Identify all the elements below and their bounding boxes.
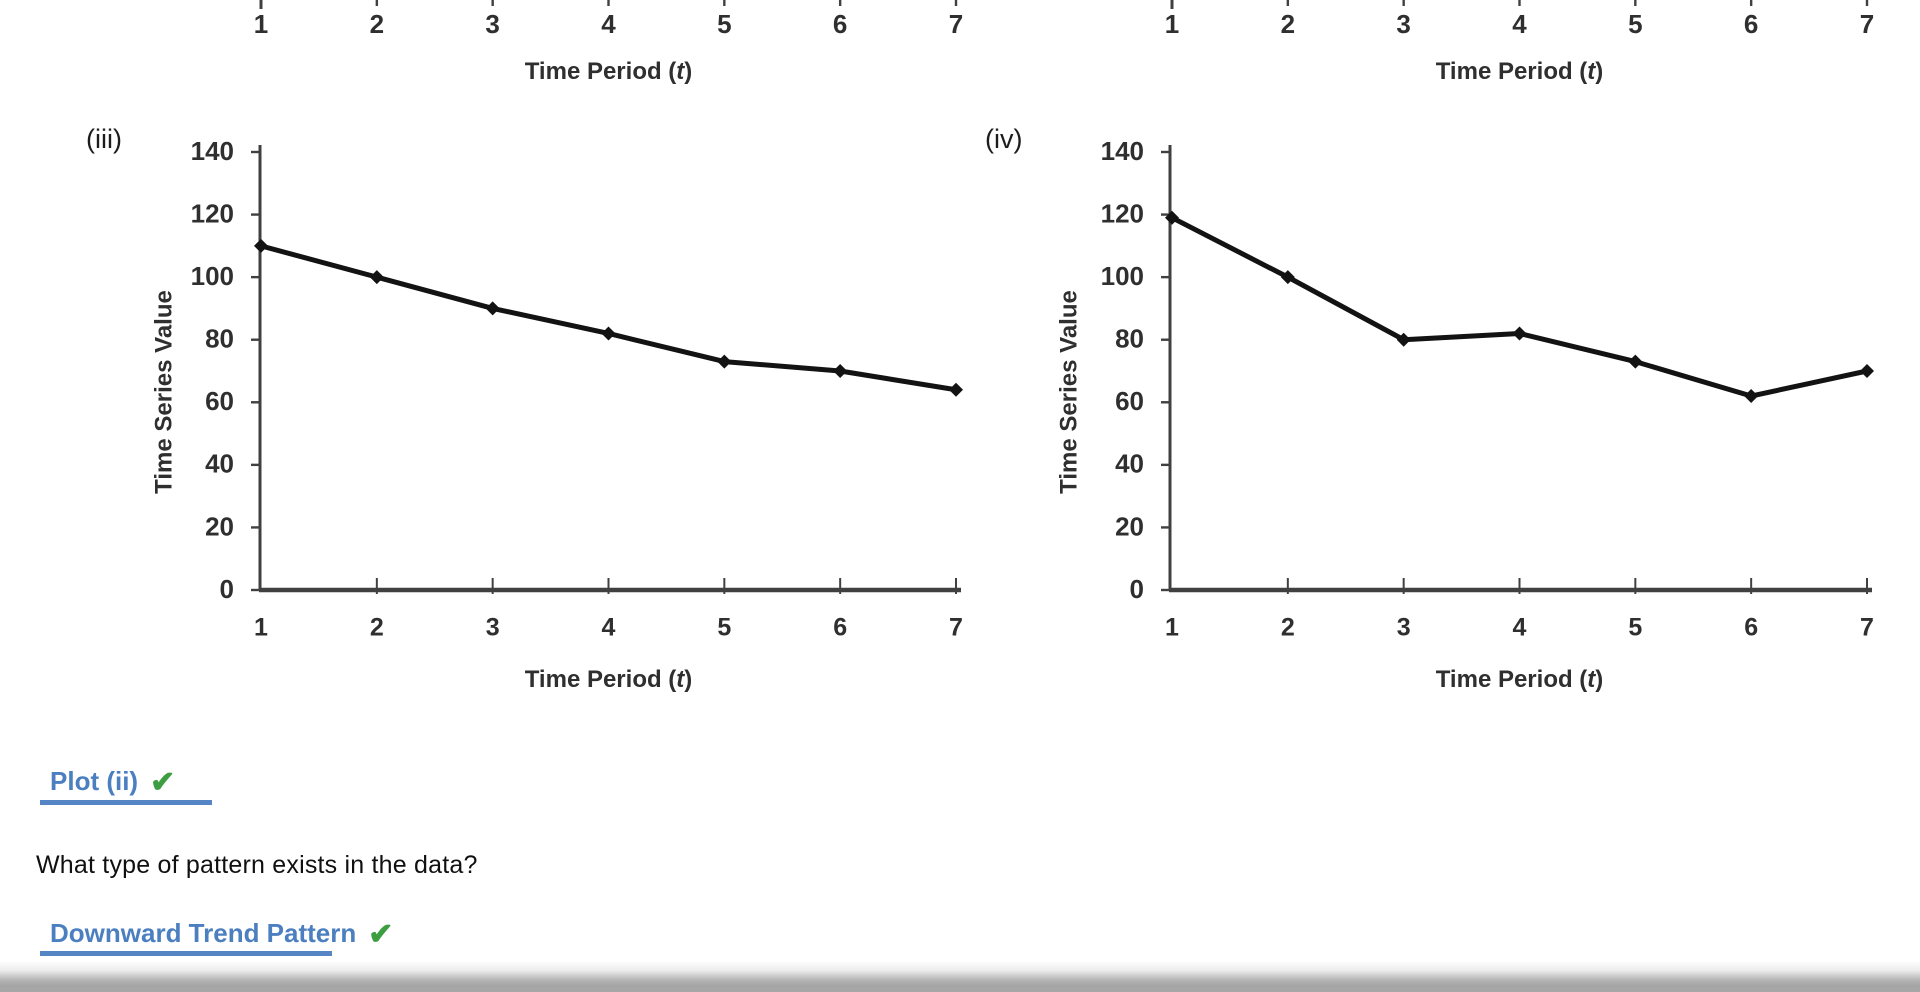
data-point-marker [1512, 326, 1527, 341]
pattern-answer-text[interactable]: Downward Trend Pattern [50, 918, 357, 948]
y-tick-label: 100 [1101, 261, 1144, 291]
correct-check-icon: ✔ [368, 917, 394, 951]
x-axis-title: Time Period (t) [525, 58, 693, 85]
x-tick-label: 6 [833, 9, 847, 39]
y-tick-label: 60 [1115, 386, 1144, 416]
y-tick-label: 120 [1101, 198, 1144, 228]
x-tick-label: 2 [1281, 9, 1295, 39]
x-tick-label: 2 [370, 614, 384, 642]
y-tick-label: 20 [1115, 511, 1144, 541]
x-tick-label: 7 [949, 614, 963, 642]
data-point-marker [254, 238, 268, 253]
x-tick-label: 3 [485, 9, 499, 39]
data-point-marker [369, 270, 384, 285]
y-tick-label: 0 [220, 574, 234, 604]
x-tick-label: 1 [254, 614, 268, 642]
y-tick-label: 0 [1130, 574, 1144, 604]
y-tick-label: 100 [191, 261, 234, 291]
y-tick-label: 80 [1115, 324, 1144, 354]
x-tick-label: 7 [1860, 614, 1874, 642]
data-point-marker [717, 354, 732, 369]
x-tick-label: 4 [602, 614, 616, 642]
chart-iii-panel-label: (iii) [86, 124, 122, 154]
plot-answer-underline [40, 800, 212, 805]
x-tick-label: 6 [1744, 9, 1758, 39]
x-tick-label: 6 [1744, 614, 1758, 642]
data-point-marker [833, 364, 848, 378]
data-point-marker [949, 382, 963, 397]
x-tick-label: 2 [1281, 614, 1295, 642]
top-partial-axis-right: 1 2 3 4 5 6 7 Time Period (t) [1165, 0, 1874, 85]
plot-answer-text[interactable]: Plot (ii) [50, 766, 139, 796]
y-tick-label: 80 [205, 324, 234, 354]
x-tick-label: 6 [833, 614, 847, 642]
pattern-answer-underline [40, 951, 332, 956]
x-tick-label: 3 [486, 614, 500, 642]
x-tick-label: 5 [1628, 9, 1642, 39]
x-axis-title: Time Period (t) [1436, 666, 1604, 693]
x-tick-label: 7 [949, 9, 963, 39]
x-tick-label: 5 [717, 614, 731, 642]
data-point-marker [1280, 270, 1295, 285]
x-tick-label: 4 [601, 9, 616, 39]
data-point-marker [1744, 389, 1759, 404]
y-axis-title: Time Series Value [1055, 290, 1082, 494]
series-line [258, 243, 959, 393]
y-tick-label: 20 [205, 511, 234, 541]
y-axis-title: Time Series Value [150, 290, 177, 494]
top-partial-axis-left: 1 2 3 4 5 6 7 Time Period (t) [254, 0, 963, 85]
window-bottom-edge [0, 961, 1920, 992]
x-tick-label: 1 [254, 9, 268, 39]
data-point-marker [1628, 354, 1643, 369]
plot-answer-dropdown[interactable]: Plot (ii) ✔ [50, 766, 175, 797]
x-axis-title: Time Period (t) [1436, 58, 1604, 85]
y-tick-label: 120 [191, 198, 234, 228]
question-text: What type of pattern exists in the data? [36, 851, 478, 879]
data-point-marker [485, 301, 500, 316]
x-axis-title: Time Period (t) [525, 666, 693, 693]
x-tick-label: 4 [1513, 614, 1527, 642]
x-tick-label: 4 [1512, 9, 1527, 39]
y-tick-label: 40 [1115, 449, 1144, 479]
data-point-marker [1165, 210, 1179, 225]
series-line [1169, 215, 1870, 399]
x-tick-label: 7 [1860, 9, 1874, 39]
data-point-marker [1396, 332, 1411, 347]
chart-iii: 0 20 40 60 80 100 120 140 1 2 3 4 5 6 7 Time Period (t)… [150, 136, 963, 693]
y-tick-label: 140 [191, 136, 234, 166]
x-tick-label: 1 [1165, 9, 1179, 39]
y-tick-label: 140 [1101, 136, 1144, 166]
x-tick-label: 3 [1397, 614, 1411, 642]
x-tick-label: 1 [1165, 614, 1179, 642]
correct-check-icon: ✔ [150, 765, 176, 799]
x-tick-label: 2 [370, 9, 384, 39]
y-tick-label: 40 [205, 449, 234, 479]
pattern-answer-dropdown[interactable]: Downward Trend Pattern ✔ [50, 918, 393, 949]
data-point-marker [1860, 364, 1874, 378]
x-tick-label: 3 [1396, 9, 1410, 39]
chart-iv: 0 20 40 60 80 100 120 140 1 2 3 4 5 6 7 Time Period (t)… [1055, 136, 1874, 693]
y-tick-label: 60 [205, 386, 234, 416]
data-point-marker [601, 326, 616, 341]
x-tick-label: 5 [717, 9, 731, 39]
x-tick-label: 5 [1628, 614, 1642, 642]
chart-iv-panel-label: (iv) [985, 124, 1023, 154]
